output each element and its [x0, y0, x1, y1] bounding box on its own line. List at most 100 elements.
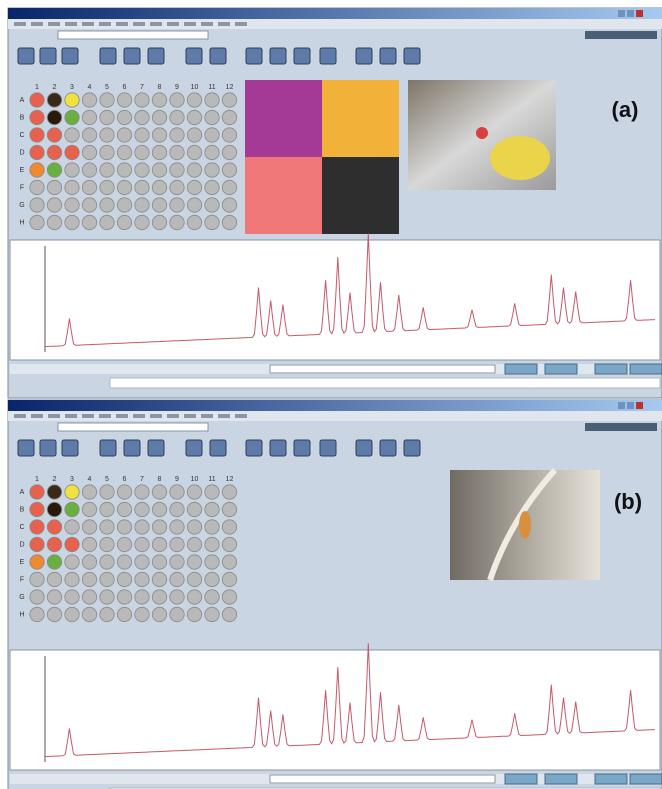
- well[interactable]: [205, 198, 219, 212]
- well[interactable]: [65, 485, 79, 499]
- well[interactable]: [152, 485, 166, 499]
- menu-item[interactable]: [65, 22, 77, 26]
- well[interactable]: [65, 93, 79, 107]
- menu-item[interactable]: [201, 22, 213, 26]
- well[interactable]: [170, 520, 184, 534]
- well[interactable]: [117, 198, 131, 212]
- well[interactable]: [30, 198, 44, 212]
- well[interactable]: [205, 555, 219, 569]
- menu-item[interactable]: [65, 414, 77, 418]
- well[interactable]: [170, 572, 184, 586]
- well[interactable]: [100, 128, 114, 142]
- well[interactable]: [47, 198, 61, 212]
- well[interactable]: [30, 93, 44, 107]
- menu-item[interactable]: [99, 22, 111, 26]
- toolbar-button[interactable]: [186, 48, 202, 64]
- well[interactable]: [65, 110, 79, 124]
- well[interactable]: [170, 180, 184, 194]
- menu-item[interactable]: [116, 22, 128, 26]
- toolbar-button[interactable]: [18, 440, 34, 456]
- well[interactable]: [65, 198, 79, 212]
- nav-button[interactable]: [505, 774, 537, 784]
- toolbar-button[interactable]: [320, 440, 336, 456]
- well[interactable]: [187, 110, 201, 124]
- menu-item[interactable]: [150, 22, 162, 26]
- menu-item[interactable]: [99, 414, 111, 418]
- well[interactable]: [187, 163, 201, 177]
- well[interactable]: [205, 110, 219, 124]
- well[interactable]: [82, 110, 96, 124]
- toolbar-button[interactable]: [320, 48, 336, 64]
- well[interactable]: [187, 180, 201, 194]
- toolbar-button[interactable]: [246, 440, 262, 456]
- well[interactable]: [205, 590, 219, 604]
- well[interactable]: [100, 180, 114, 194]
- well[interactable]: [205, 180, 219, 194]
- well[interactable]: [47, 163, 61, 177]
- well[interactable]: [205, 93, 219, 107]
- well[interactable]: [135, 607, 149, 621]
- well[interactable]: [117, 572, 131, 586]
- well[interactable]: [117, 163, 131, 177]
- well[interactable]: [30, 145, 44, 159]
- well[interactable]: [187, 198, 201, 212]
- well[interactable]: [82, 520, 96, 534]
- menu-item[interactable]: [48, 414, 60, 418]
- well[interactable]: [100, 572, 114, 586]
- well[interactable]: [82, 163, 96, 177]
- well[interactable]: [222, 537, 236, 551]
- well[interactable]: [100, 502, 114, 516]
- well[interactable]: [222, 590, 236, 604]
- well[interactable]: [135, 520, 149, 534]
- well[interactable]: [65, 520, 79, 534]
- combo-box[interactable]: [58, 423, 208, 431]
- well[interactable]: [187, 520, 201, 534]
- toolbar-button[interactable]: [380, 440, 396, 456]
- menu-item[interactable]: [218, 414, 230, 418]
- well[interactable]: [47, 520, 61, 534]
- menu-item[interactable]: [218, 22, 230, 26]
- well[interactable]: [100, 520, 114, 534]
- well[interactable]: [100, 93, 114, 107]
- well[interactable]: [187, 502, 201, 516]
- well[interactable]: [100, 145, 114, 159]
- well[interactable]: [222, 485, 236, 499]
- toolbar-button[interactable]: [270, 48, 286, 64]
- well[interactable]: [135, 180, 149, 194]
- well[interactable]: [187, 572, 201, 586]
- well[interactable]: [47, 93, 61, 107]
- menu-item[interactable]: [167, 414, 179, 418]
- well[interactable]: [152, 110, 166, 124]
- well[interactable]: [47, 215, 61, 229]
- well[interactable]: [205, 145, 219, 159]
- window-button[interactable]: [636, 10, 643, 17]
- well[interactable]: [82, 590, 96, 604]
- well[interactable]: [82, 555, 96, 569]
- well[interactable]: [152, 180, 166, 194]
- well[interactable]: [82, 537, 96, 551]
- well[interactable]: [187, 607, 201, 621]
- well[interactable]: [65, 215, 79, 229]
- well[interactable]: [117, 520, 131, 534]
- well[interactable]: [82, 502, 96, 516]
- well[interactable]: [117, 110, 131, 124]
- menu-item[interactable]: [184, 22, 196, 26]
- well[interactable]: [30, 572, 44, 586]
- well[interactable]: [135, 145, 149, 159]
- well[interactable]: [205, 502, 219, 516]
- well[interactable]: [30, 110, 44, 124]
- well[interactable]: [170, 555, 184, 569]
- well[interactable]: [117, 215, 131, 229]
- well[interactable]: [152, 520, 166, 534]
- well[interactable]: [47, 502, 61, 516]
- well[interactable]: [205, 607, 219, 621]
- dropdown[interactable]: [270, 775, 495, 783]
- dropdown[interactable]: [270, 365, 495, 373]
- well[interactable]: [82, 93, 96, 107]
- well[interactable]: [117, 590, 131, 604]
- well[interactable]: [82, 128, 96, 142]
- well[interactable]: [117, 485, 131, 499]
- toolbar-button[interactable]: [148, 440, 164, 456]
- toolbar-button[interactable]: [380, 48, 396, 64]
- well[interactable]: [65, 607, 79, 621]
